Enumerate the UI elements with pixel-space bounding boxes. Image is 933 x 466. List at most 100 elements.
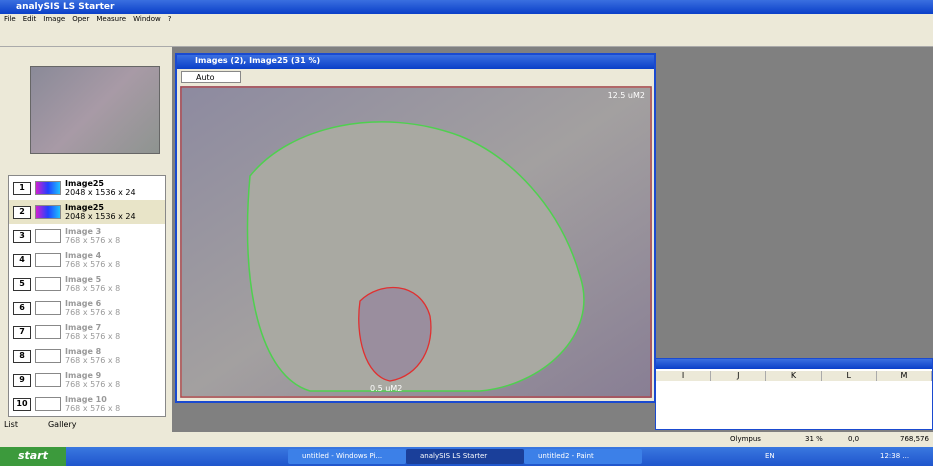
item-number: 8 xyxy=(13,349,31,363)
item-name: Image 6 xyxy=(65,299,102,308)
item-name: Image 8 xyxy=(65,347,102,356)
item-number: 5 xyxy=(13,277,31,291)
menu-item[interactable]: File xyxy=(4,15,16,23)
task-button[interactable]: analySIS LS Starter xyxy=(406,449,524,464)
clock: 12:38 ... xyxy=(880,452,910,460)
menu-item[interactable]: Image xyxy=(43,15,66,23)
item-size: 768 x 576 x 8 xyxy=(65,356,121,365)
start-button[interactable]: start xyxy=(0,447,66,466)
item-size: 768 x 576 x 8 xyxy=(65,260,121,269)
item-name: Image25 xyxy=(65,179,104,188)
item-text: Image 7 768 x 576 x 8 xyxy=(65,323,120,341)
annotation: 12.5 uM2 xyxy=(608,91,645,100)
tabs: List Gallery xyxy=(0,418,172,432)
column-header[interactable]: K xyxy=(766,371,822,381)
item-icon xyxy=(35,397,61,411)
app-title: analySIS LS Starter xyxy=(0,0,933,14)
item-name: Image 9 xyxy=(65,371,102,380)
column-header[interactable]: L xyxy=(822,371,877,381)
image-window: Images (2), Image25 (31 %) Auto 12.5 uM2… xyxy=(175,53,656,403)
image-item[interactable]: 9 Image 9 768 x 576 x 8 xyxy=(9,368,165,392)
annotation: 0.5 uM2 xyxy=(370,384,402,393)
image-list: 1 Image25 2048 x 1536 x 24 2 Image25 2048 x 1… xyxy=(8,175,166,417)
item-name: Image 3 xyxy=(65,227,102,236)
task-button[interactable]: untitled - Windows Pi... xyxy=(288,449,406,464)
zoom-select[interactable]: Auto xyxy=(181,71,241,83)
item-name: Image 7 xyxy=(65,323,102,332)
item-text: Image 8 768 x 576 x 8 xyxy=(65,347,120,365)
item-size: 768 x 576 x 8 xyxy=(65,308,121,317)
image-item[interactable]: 4 Image 4 768 x 576 x 8 xyxy=(9,248,165,272)
status-zoom: 31 % xyxy=(805,435,823,443)
item-icon xyxy=(35,229,61,243)
tab[interactable]: List xyxy=(4,420,18,429)
taskbar: start EN 12:38 ... untitled - Windows Pi… xyxy=(0,447,933,466)
item-number: 2 xyxy=(13,205,31,219)
item-text: Image25 2048 x 1536 x 24 xyxy=(65,179,136,197)
item-size: 2048 x 1536 x 24 xyxy=(65,212,136,221)
item-number: 3 xyxy=(13,229,31,243)
item-icon xyxy=(35,301,61,315)
item-icon xyxy=(35,325,61,339)
status-bar: Olympus 31 % 0,0 768,576 xyxy=(0,432,933,447)
item-name: Image 4 xyxy=(65,251,102,260)
item-icon xyxy=(35,277,61,291)
item-number: 7 xyxy=(13,325,31,339)
status-camera: Olympus xyxy=(730,435,761,443)
image-item[interactable]: 2 Image25 2048 x 1536 x 24 xyxy=(9,200,165,224)
item-icon xyxy=(35,349,61,363)
image-item[interactable]: 6 Image 6 768 x 576 x 8 xyxy=(9,296,165,320)
item-name: Image 10 xyxy=(65,395,107,404)
image: 12.5 uM2 0.5 uM2 xyxy=(180,86,652,398)
item-number: 10 xyxy=(13,397,31,411)
item-size: 768 x 576 x 8 xyxy=(65,404,121,413)
item-text: Image 6 768 x 576 x 8 xyxy=(65,299,120,317)
item-size: 768 x 576 x 8 xyxy=(65,236,121,245)
image-item[interactable]: 5 Image 5 768 x 576 x 8 xyxy=(9,272,165,296)
image-window-title: Images (2), Image25 (31 %) xyxy=(177,55,654,69)
item-size: 768 x 576 x 8 xyxy=(65,332,121,341)
item-icon xyxy=(35,181,61,195)
image-item[interactable]: 1 Image25 2048 x 1536 x 24 xyxy=(9,176,165,200)
menu-item[interactable]: Window xyxy=(133,15,161,23)
toolbar xyxy=(0,25,933,47)
item-text: Image 9 768 x 576 x 8 xyxy=(65,371,120,389)
image-item[interactable]: 7 Image 7 768 x 576 x 8 xyxy=(9,320,165,344)
menu-item[interactable]: ? xyxy=(167,15,172,23)
item-number: 6 xyxy=(13,301,31,315)
sheet-title xyxy=(656,359,932,369)
item-name: Image25 xyxy=(65,203,104,212)
item-text: Image 5 768 x 576 x 8 xyxy=(65,275,120,293)
column-header[interactable]: I xyxy=(656,371,712,381)
thumbnail[interactable] xyxy=(30,66,160,154)
item-icon xyxy=(35,205,61,219)
item-text: Image25 2048 x 1536 x 24 xyxy=(65,203,136,221)
tab[interactable]: Gallery xyxy=(47,420,77,429)
item-size: 2048 x 1536 x 24 xyxy=(65,188,136,197)
item-number: 1 xyxy=(13,181,31,195)
item-number: 4 xyxy=(13,253,31,267)
item-text: Image 10 768 x 576 x 8 xyxy=(65,395,120,413)
item-icon xyxy=(35,253,61,267)
item-name: Image 5 xyxy=(65,275,102,284)
menu-item[interactable]: Oper xyxy=(72,15,90,23)
menu-item[interactable]: Measure xyxy=(96,15,127,23)
menu-item[interactable]: Edit xyxy=(22,15,37,23)
status-size: 768,576 xyxy=(900,435,929,443)
column-header[interactable]: M xyxy=(877,371,933,381)
menu-bar: File Edit Image Oper Measure Window? xyxy=(0,14,933,25)
image-item[interactable]: 8 Image 8 768 x 576 x 8 xyxy=(9,344,165,368)
image-item[interactable]: 3 Image 3 768 x 576 x 8 xyxy=(9,224,165,248)
item-number: 9 xyxy=(13,373,31,387)
language: EN xyxy=(765,452,775,460)
item-icon xyxy=(35,373,61,387)
image-item[interactable]: 10 Image 10 768 x 576 x 8 xyxy=(9,392,165,416)
status-position: 0,0 xyxy=(848,435,860,443)
item-size: 768 x 576 x 8 xyxy=(65,284,121,293)
item-text: Image 4 768 x 576 x 8 xyxy=(65,251,120,269)
item-text: Image 3 768 x 576 x 8 xyxy=(65,227,120,245)
task-button[interactable]: untitled2 - Paint xyxy=(524,449,642,464)
column-header[interactable]: J xyxy=(711,371,767,381)
